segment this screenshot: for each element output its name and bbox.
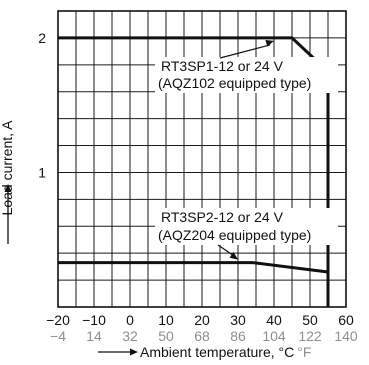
x-tick-label-fahrenheit: 68 [194, 328, 210, 344]
annotation-2-arrowhead [229, 252, 238, 260]
x-tick-label-celsius: −20 [46, 312, 70, 328]
x-tick-label-fahrenheit: 122 [298, 328, 322, 344]
x-axis-title-fahrenheit: °F [297, 344, 311, 360]
annotation-1-line-1: RT3SP1-12 or 24 V [161, 58, 284, 74]
y-axis-arrowhead [4, 184, 12, 192]
x-tick-label-fahrenheit: 32 [122, 328, 138, 344]
annotation-1-background [155, 57, 338, 93]
x-axis-title: Ambient temperature, °C °F [140, 344, 311, 360]
tick-labels: −20−4−1014032105020683086401045012260140… [38, 30, 358, 344]
series-line-1 [58, 36, 330, 307]
x-tick-label-celsius: 50 [302, 312, 318, 328]
series-line-2 [58, 261, 329, 274]
x-tick-label-fahrenheit: 86 [230, 328, 246, 344]
annotation-1-line-2: (AQZ102 equipped type) [158, 75, 311, 91]
x-tick-label-celsius: 0 [126, 312, 134, 328]
annotation-2-line-1: RT3SP2-12 or 24 V [161, 209, 284, 225]
y-tick-label: 2 [38, 30, 46, 46]
x-tick-label-celsius: 40 [266, 312, 282, 328]
x-tick-label-fahrenheit: 14 [86, 328, 102, 344]
x-tick-label-fahrenheit: −4 [50, 328, 66, 344]
x-axis-title-celsius: Ambient temperature, °C [140, 344, 294, 360]
y-tick-label: 1 [38, 164, 46, 180]
y-axis-title-group: Load current, A [0, 120, 15, 244]
annotation-1-arrowhead [265, 39, 274, 47]
x-tick-label-celsius: 60 [338, 312, 354, 328]
x-tick-label-celsius: 30 [230, 312, 246, 328]
plot-frame [57, 10, 347, 308]
x-tick-label-celsius: 20 [194, 312, 210, 328]
x-axis-arrowhead [130, 348, 138, 356]
series-layer [58, 36, 330, 307]
annotation-2-line-2: (AQZ204 equipped type) [158, 227, 311, 243]
x-tick-label-fahrenheit: 104 [262, 328, 286, 344]
x-tick-label-celsius: 10 [158, 312, 174, 328]
annotations: RT3SP1-12 or 24 V (AQZ102 equipped type)… [155, 39, 338, 260]
x-tick-label-fahrenheit: 140 [334, 328, 358, 344]
x-tick-label-celsius: −10 [82, 312, 106, 328]
x-axis-title-group: Ambient temperature, °C °F [98, 344, 311, 360]
y-axis-title: Load current, A [0, 120, 15, 216]
annotation-2-background [155, 208, 338, 245]
x-tick-label-fahrenheit: 50 [158, 328, 174, 344]
annotation-1-leader [219, 44, 271, 59]
